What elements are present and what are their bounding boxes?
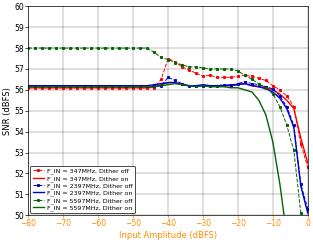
Legend: F_IN = 347MHz, Dither off, F_IN = 347MHz, Dither on, F_IN = 2397MHz, Dither off,: F_IN = 347MHz, Dither off, F_IN = 347MHz… <box>30 166 135 213</box>
Y-axis label: SNR (dBFS): SNR (dBFS) <box>3 87 12 135</box>
X-axis label: Input Amplitude (dBFS): Input Amplitude (dBFS) <box>119 231 217 240</box>
